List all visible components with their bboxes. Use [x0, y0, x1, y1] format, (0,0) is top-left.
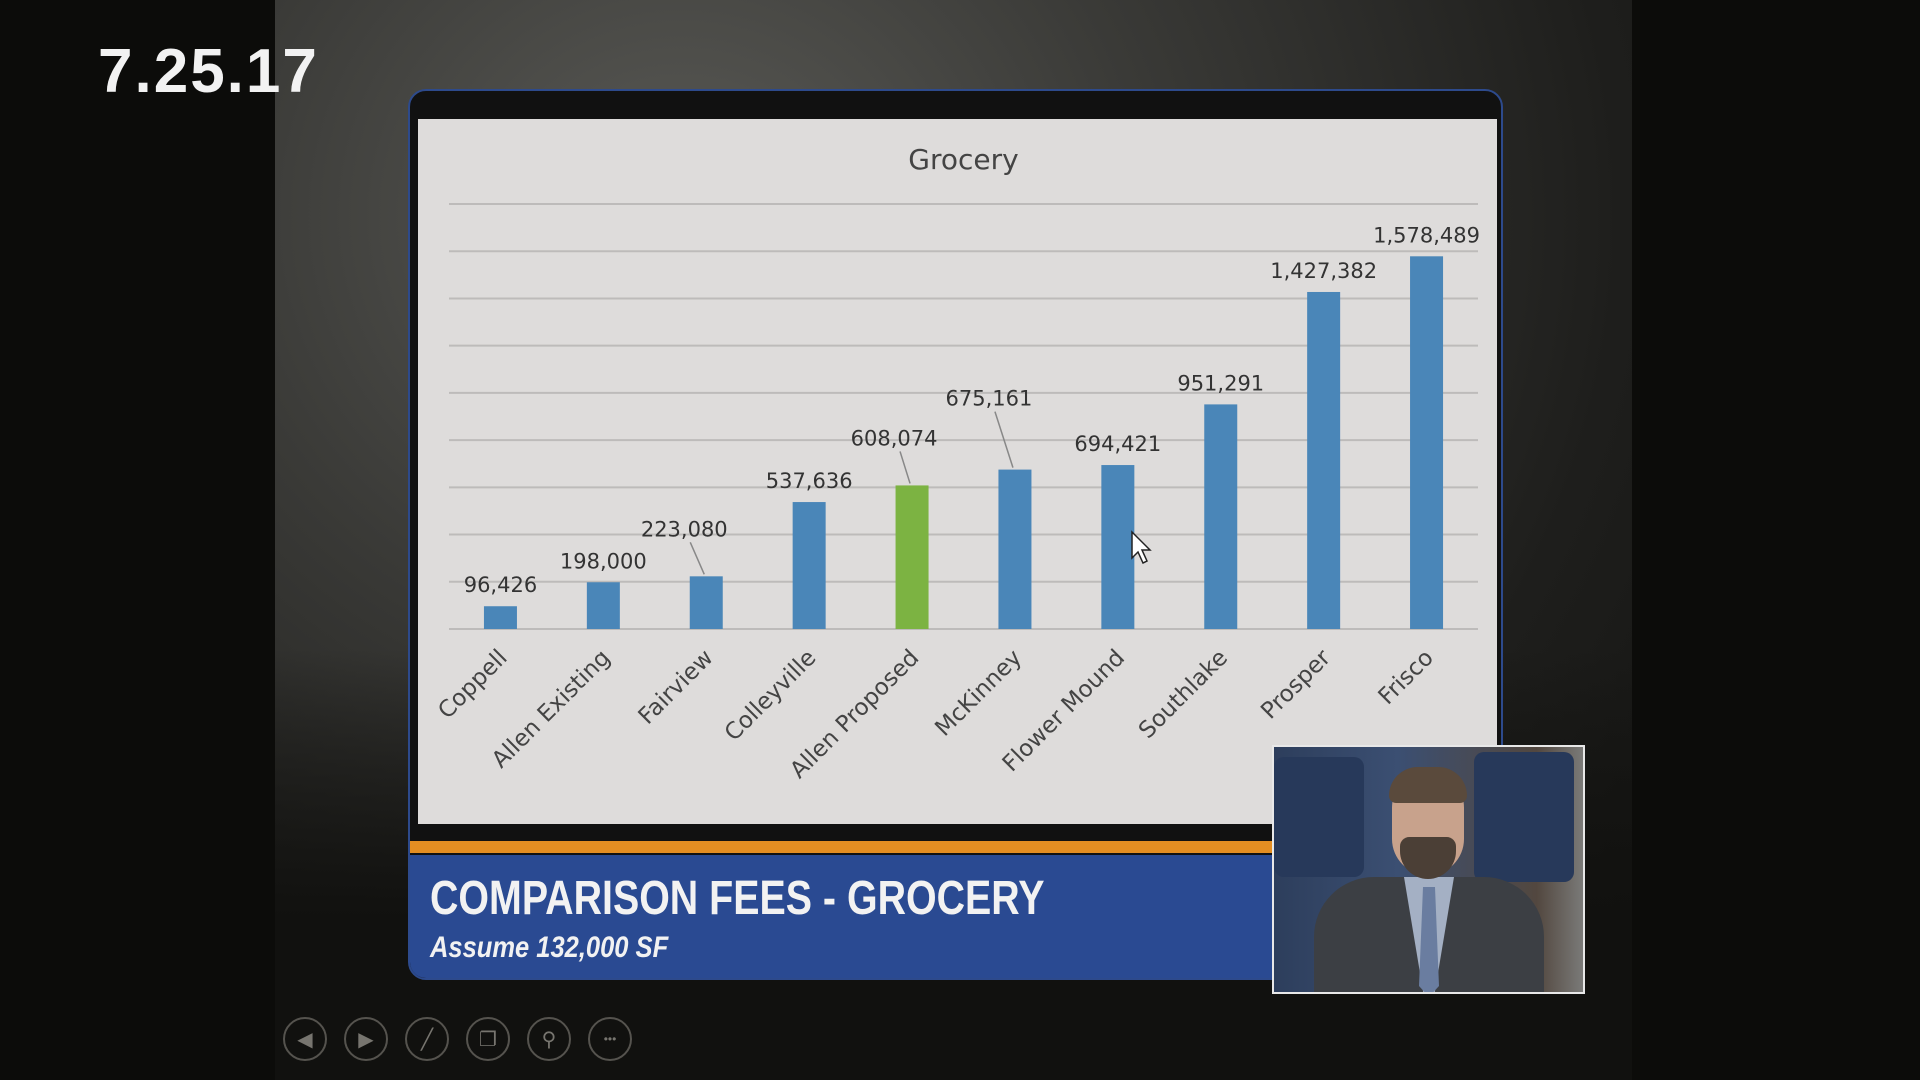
next-icon: ▶: [358, 1028, 374, 1051]
data-label: 198,000: [560, 549, 647, 573]
category-label: Prosper: [1256, 644, 1336, 724]
category-label: Fairview: [634, 645, 719, 730]
category-label: Coppell: [433, 645, 512, 724]
category-label: Southlake: [1134, 645, 1233, 744]
leader-line: [994, 411, 1014, 468]
date-overlay: 7.25.17: [98, 37, 319, 106]
data-label: 223,080: [641, 517, 728, 541]
bar-allen-proposed: [895, 485, 929, 629]
accent-bar: [410, 841, 1501, 853]
slide-subtitle: Assume 132,000 SF: [430, 931, 669, 964]
next-slide-button[interactable]: ▶: [344, 1017, 388, 1061]
data-label: 675,161: [946, 387, 1033, 411]
data-label: 537,636: [766, 469, 853, 493]
bar-mckinney: [998, 469, 1032, 629]
chart-title: Grocery: [908, 143, 1018, 176]
zoom-button[interactable]: ⚲: [527, 1017, 571, 1061]
pen-button[interactable]: ╱: [405, 1017, 449, 1061]
speaker-hair: [1389, 767, 1467, 803]
bar-fairview: [689, 576, 723, 629]
bar-prosper: [1307, 291, 1341, 629]
bar-allen-existing: [586, 582, 620, 629]
data-label: 951,291: [1177, 371, 1264, 395]
chart-area: Grocery 96,426 Coppell 198,000 Allen Existin…: [418, 119, 1497, 824]
speaker-tie: [1419, 887, 1439, 992]
bar-frisco: [1410, 256, 1444, 629]
data-label: 694,421: [1074, 432, 1161, 456]
previous-icon: ◀: [297, 1028, 313, 1051]
category-label: Frisco: [1374, 645, 1439, 710]
mouse-cursor-icon: [1131, 530, 1152, 565]
speaker-video-inset: [1272, 745, 1585, 994]
data-label: 608,074: [851, 426, 938, 450]
data-label: 1,427,382: [1270, 259, 1377, 283]
bar-colleyville: [792, 502, 826, 629]
slides-icon: ❐: [479, 1028, 497, 1051]
data-label: 1,578,489: [1373, 223, 1480, 247]
speaker-beard: [1400, 837, 1456, 879]
data-label: 96,426: [464, 573, 537, 597]
see-all-slides-button[interactable]: ❐: [466, 1017, 510, 1061]
bar-coppell: [483, 606, 517, 629]
more-options-button[interactable]: •••: [588, 1017, 632, 1061]
leader-line: [899, 451, 911, 484]
pen-icon: ╱: [420, 1028, 434, 1051]
zoom-icon: ⚲: [541, 1028, 557, 1051]
slideshow-controls: ◀ ▶ ╱ ❐ ⚲ •••: [283, 1017, 632, 1061]
category-label: McKinney: [930, 645, 1027, 742]
slide-title: COMPARISON FEES - GROCERY: [430, 872, 1045, 925]
bar-southlake: [1204, 404, 1238, 629]
more-icon: •••: [603, 1032, 617, 1046]
leader-line: [689, 542, 705, 575]
category-label: Colleyville: [720, 645, 822, 747]
bar-flower-mound: [1101, 465, 1135, 629]
previous-slide-button[interactable]: ◀: [283, 1017, 327, 1061]
